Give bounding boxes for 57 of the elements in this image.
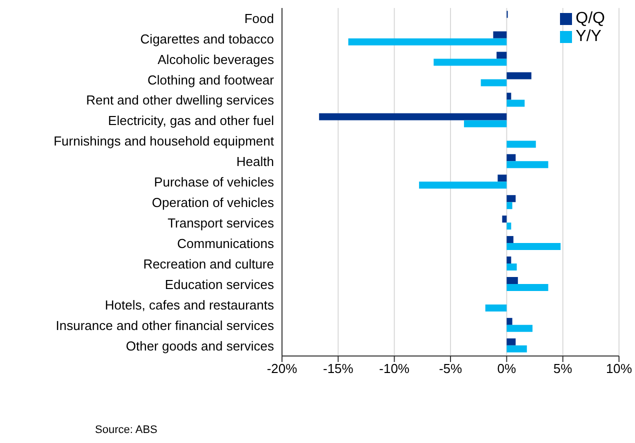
bar <box>506 256 512 264</box>
y-tick-label: Health <box>236 154 274 170</box>
y-tick-label: Alcoholic beverages <box>158 52 274 67</box>
bar <box>506 236 514 244</box>
y-tick-label: Insurance and other financial services <box>56 318 274 333</box>
bar <box>419 182 507 189</box>
bar <box>506 264 517 271</box>
x-tick-label: 10% <box>606 361 632 376</box>
y-tick-label: Furnishings and household equipment <box>54 134 274 149</box>
y-tick-label: Purchase of vehicles <box>154 174 274 190</box>
y-tick-label: Hotels, cafes and restaurants <box>104 297 274 312</box>
x-tick-label: 0% <box>497 361 516 376</box>
y-tick-label: Recreation and culture <box>143 256 274 272</box>
y-tick-label: Transport services <box>168 216 274 231</box>
bar <box>498 174 507 182</box>
bar <box>506 243 561 250</box>
bar <box>506 338 516 346</box>
bar <box>506 140 536 148</box>
bar <box>506 345 527 352</box>
x-tick-label: 5% <box>553 361 573 376</box>
y-tick-label: Communications <box>177 236 274 252</box>
bar <box>319 113 507 120</box>
bar <box>506 202 512 210</box>
source-note: Source: ABS <box>95 424 158 436</box>
x-tick-label: -5% <box>438 361 462 376</box>
bar <box>485 304 507 312</box>
bar <box>493 31 507 38</box>
y-tick-label: Electricity, gas and other fuel <box>108 113 274 128</box>
bar <box>502 216 507 223</box>
bar <box>506 195 516 202</box>
bar <box>506 318 512 325</box>
x-tick-label: -20% <box>266 361 298 376</box>
bar <box>506 100 525 107</box>
legend-label: Q/Q <box>576 10 605 27</box>
bar <box>506 92 512 100</box>
x-tick-label: -10% <box>379 361 410 376</box>
bar <box>506 222 512 230</box>
bar <box>434 58 507 66</box>
y-tick-label: Food <box>244 10 274 26</box>
bar <box>506 276 518 284</box>
y-tick-label: Rent and other dwelling services <box>86 92 274 108</box>
bar <box>506 72 532 80</box>
bar <box>464 120 507 128</box>
bar <box>506 154 516 162</box>
x-tick-label: -15% <box>322 361 354 376</box>
bar <box>506 284 548 291</box>
legend-label: Y/Y <box>576 28 602 45</box>
bar <box>348 38 507 46</box>
y-tick-label: Cigarettes and tobacco <box>140 31 274 46</box>
y-tick-label: Clothing and footwear <box>148 72 275 88</box>
y-tick-label: Education services <box>164 276 274 292</box>
bar <box>480 79 507 86</box>
bar <box>506 161 548 168</box>
bar <box>506 324 533 332</box>
y-tick-label: Operation of vehicles <box>152 195 274 210</box>
bar <box>496 52 507 59</box>
y-tick-label: Other goods and services <box>126 338 274 354</box>
